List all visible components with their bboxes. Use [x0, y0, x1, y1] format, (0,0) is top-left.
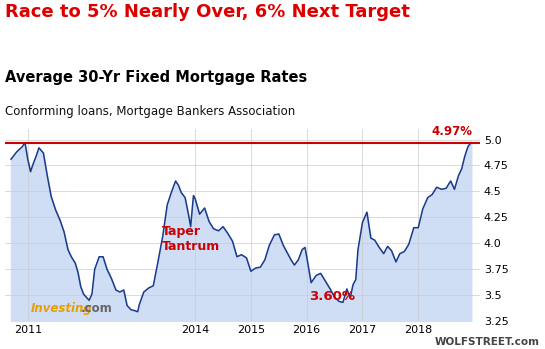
Text: Average 30-Yr Fixed Mortgage Rates: Average 30-Yr Fixed Mortgage Rates	[5, 70, 308, 85]
Text: 3.60%: 3.60%	[309, 290, 355, 303]
Text: Race to 5% Nearly Over, 6% Next Target: Race to 5% Nearly Over, 6% Next Target	[5, 3, 410, 22]
Text: .com: .com	[81, 302, 112, 315]
Text: Conforming loans, Mortgage Bankers Association: Conforming loans, Mortgage Bankers Assoc…	[5, 105, 296, 118]
Text: 4.97%: 4.97%	[431, 126, 473, 139]
Text: WOLFSTREET.com: WOLFSTREET.com	[434, 337, 540, 347]
Text: Taper
Tantrum: Taper Tantrum	[162, 225, 220, 253]
Text: Investing: Investing	[31, 302, 92, 315]
